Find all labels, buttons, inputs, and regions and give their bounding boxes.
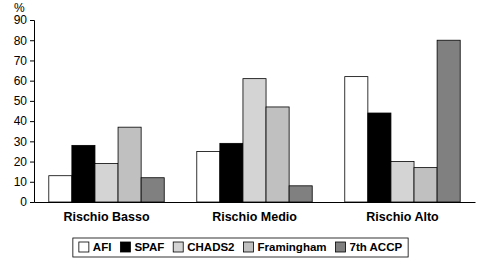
legend-item: AFI	[79, 241, 112, 253]
y-axis-title: %	[14, 1, 25, 15]
y-tick-mark	[30, 81, 34, 82]
x-tick: Rischio Alto	[366, 202, 439, 224]
y-tick-label: 70	[14, 54, 28, 68]
legend-label: CHADS2	[187, 241, 234, 253]
bar	[72, 145, 95, 202]
y-tick-label: 30	[14, 135, 28, 149]
y-tick-mark	[30, 20, 34, 21]
y-tick-label: 80	[14, 34, 28, 48]
bar	[289, 186, 312, 202]
y-tick-label: 50	[14, 94, 28, 108]
y-axis: 0 10 20 30 40 50 60 70 80 90	[14, 13, 35, 209]
y-tick-label: 90	[14, 13, 28, 27]
x-tick: Rischio Basso	[63, 202, 150, 224]
bar	[141, 178, 164, 202]
bar	[220, 143, 243, 202]
y-tick-mark	[30, 182, 34, 183]
bar	[437, 40, 460, 202]
y-tick-label: 60	[14, 74, 28, 88]
y-tick: 40	[14, 114, 34, 128]
y-axis-line	[30, 21, 35, 203]
y-tick: 10	[14, 175, 34, 189]
y-tick: 20	[14, 155, 34, 169]
legend-label: Framingham	[258, 241, 327, 253]
y-tick-label: 10	[14, 175, 28, 189]
legend-swatch	[244, 242, 254, 252]
bar	[243, 79, 266, 202]
legend: AFI SPAF CHADS2 Framingham 7th ACCP	[73, 238, 408, 257]
y-tick-mark	[30, 141, 34, 142]
y-tick-mark	[30, 202, 34, 203]
legend-swatch	[336, 242, 346, 252]
legend-item: SPAF	[120, 241, 164, 253]
x-tick-label: Rischio Medio	[212, 210, 297, 224]
x-axis-line	[35, 202, 476, 203]
legend-swatch	[120, 242, 130, 252]
plot: 0102030405060708090Rischio BassoRischio …	[14, 13, 476, 224]
bar	[368, 113, 391, 202]
bar	[49, 176, 72, 202]
bar	[197, 151, 220, 202]
x-tick: Rischio Medio	[212, 202, 297, 224]
x-tick-label: Rischio Basso	[63, 210, 150, 224]
bar	[345, 77, 368, 202]
bars	[49, 40, 460, 202]
bar	[391, 162, 414, 202]
bar	[95, 164, 118, 202]
legend-item: Framingham	[244, 241, 327, 253]
y-tick-mark	[30, 121, 34, 122]
bar	[118, 127, 141, 202]
y-tick: 80	[14, 34, 34, 48]
legend-box	[73, 238, 408, 257]
y-tick-mark	[30, 40, 34, 41]
legend-item: 7th ACCP	[336, 241, 403, 253]
legend-item: CHADS2	[173, 241, 234, 253]
legend-swatch	[79, 242, 89, 252]
legend-swatch	[173, 242, 183, 252]
y-tick-mark	[30, 101, 34, 102]
y-tick: 60	[14, 74, 34, 88]
y-tick-mark	[30, 60, 34, 61]
y-tick-label: 40	[14, 114, 28, 128]
chart: 0102030405060708090Rischio BassoRischio …	[0, 0, 481, 265]
bar	[266, 107, 289, 202]
bar	[414, 168, 437, 202]
y-tick-label: 20	[14, 155, 28, 169]
y-tick-mark	[30, 162, 34, 163]
x-axis: Rischio Basso Rischio Medio Rischio Alto	[35, 202, 476, 224]
legend-label: 7th ACCP	[350, 241, 403, 253]
legend-label: AFI	[93, 241, 112, 253]
legend-label: SPAF	[134, 241, 164, 253]
x-tick-label: Rischio Alto	[366, 210, 439, 224]
y-tick: 30	[14, 135, 34, 149]
y-tick: 50	[14, 94, 34, 108]
y-tick: 70	[14, 54, 34, 68]
y-tick: 0	[20, 195, 34, 209]
y-tick: 90	[14, 13, 34, 27]
y-tick-label: 0	[20, 195, 27, 209]
